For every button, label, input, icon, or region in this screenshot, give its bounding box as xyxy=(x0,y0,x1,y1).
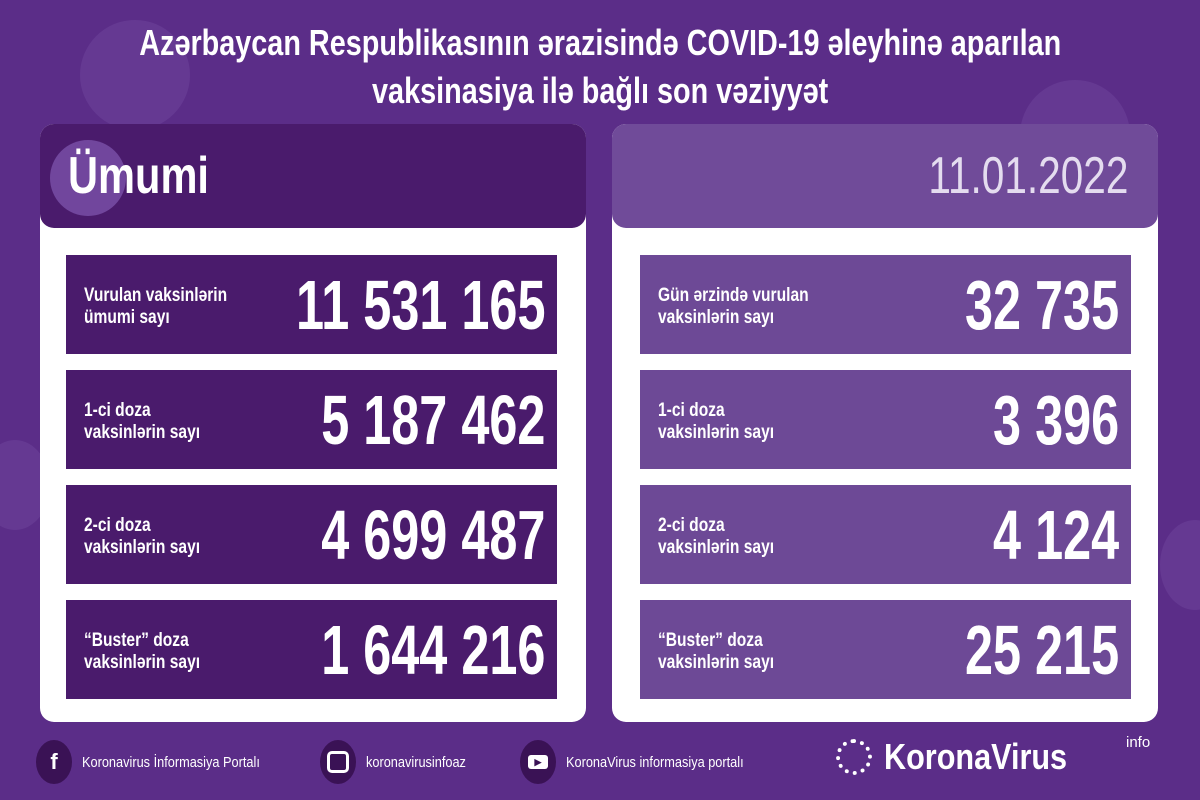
stat-label: 1-ci doza vaksinlərin sayı xyxy=(84,400,201,443)
stat-row-daily-dose1: 1-ci doza vaksinlərin sayı 3 396 xyxy=(640,370,1131,469)
stat-label: 2-ci doza vaksinlərin sayı xyxy=(84,515,201,558)
virus-decoration xyxy=(80,20,190,130)
stat-row-total: Vurulan vaksinlərin ümumi sayı 11 531 165 xyxy=(66,255,557,354)
youtube-icon: ▶ xyxy=(520,740,556,784)
youtube-link[interactable]: ▶ KoronaVirus informasiya portalı xyxy=(520,740,775,784)
facebook-icon: f xyxy=(36,740,72,784)
stat-row-booster: “Buster” doza vaksinlərin sayı 1 644 216 xyxy=(66,600,557,699)
stat-row-daily-dose2: 2-ci doza vaksinlərin sayı 4 124 xyxy=(640,485,1131,584)
stat-row-dose1: 1-ci doza vaksinlərin sayı 5 187 462 xyxy=(66,370,557,469)
stat-label: “Buster” doza vaksinlərin sayı xyxy=(658,630,775,673)
stat-value: 11 531 165 xyxy=(295,266,545,344)
instagram-link[interactable]: koronavirusinfoaz xyxy=(320,740,484,784)
sun-virus-icon xyxy=(836,739,872,775)
stat-value: 1 644 216 xyxy=(320,611,545,689)
instagram-icon xyxy=(320,740,356,784)
daily-panel: 11.01.2022 Gün ərzində vurulan vaksinləri… xyxy=(612,124,1158,722)
total-panel-header: Ümumi xyxy=(40,124,586,228)
stat-label: “Buster” doza vaksinlərin sayı xyxy=(84,630,201,673)
stat-value: 3 396 xyxy=(992,381,1119,459)
stat-value: 5 187 462 xyxy=(320,381,545,459)
stat-row-dose2: 2-ci doza vaksinlərin sayı 4 699 487 xyxy=(66,485,557,584)
stat-value: 32 735 xyxy=(964,266,1119,344)
stat-label: Vurulan vaksinlərin ümumi sayı xyxy=(84,285,228,328)
stat-value: 4 699 487 xyxy=(320,496,545,574)
daily-panel-header: 11.01.2022 xyxy=(612,124,1158,228)
total-panel: Ümumi Vurulan vaksinlərin ümumi sayı 11 5… xyxy=(40,124,586,722)
date-label: 11.01.2022 xyxy=(928,147,1128,205)
stat-row-daily-total: Gün ərzində vurulan vaksinlərin sayı 32 7… xyxy=(640,255,1131,354)
koronavirus-logo: KoronaVirus info xyxy=(836,734,1150,778)
page-title: Azərbaycan Respublikasının ərazisində CO… xyxy=(139,22,1061,63)
total-header-label: Ümumi xyxy=(68,147,209,205)
stat-value: 25 215 xyxy=(964,611,1119,689)
stat-label: Gün ərzində vurulan vaksinlərin sayı xyxy=(658,285,809,328)
virus-icon xyxy=(50,140,126,216)
page-subtitle: vaksinasiya ilə bağlı son vəziyyət xyxy=(371,70,829,111)
stat-label: 1-ci doza vaksinlərin sayı xyxy=(658,400,775,443)
stat-value: 4 124 xyxy=(992,496,1119,574)
stat-label: 2-ci doza vaksinlərin sayı xyxy=(658,515,775,558)
facebook-link[interactable]: f Koronavirus İnformasiya Portalı xyxy=(36,740,291,784)
virus-decoration xyxy=(1160,520,1200,610)
stat-row-daily-booster: “Buster” doza vaksinlərin sayı 25 215 xyxy=(640,600,1131,699)
